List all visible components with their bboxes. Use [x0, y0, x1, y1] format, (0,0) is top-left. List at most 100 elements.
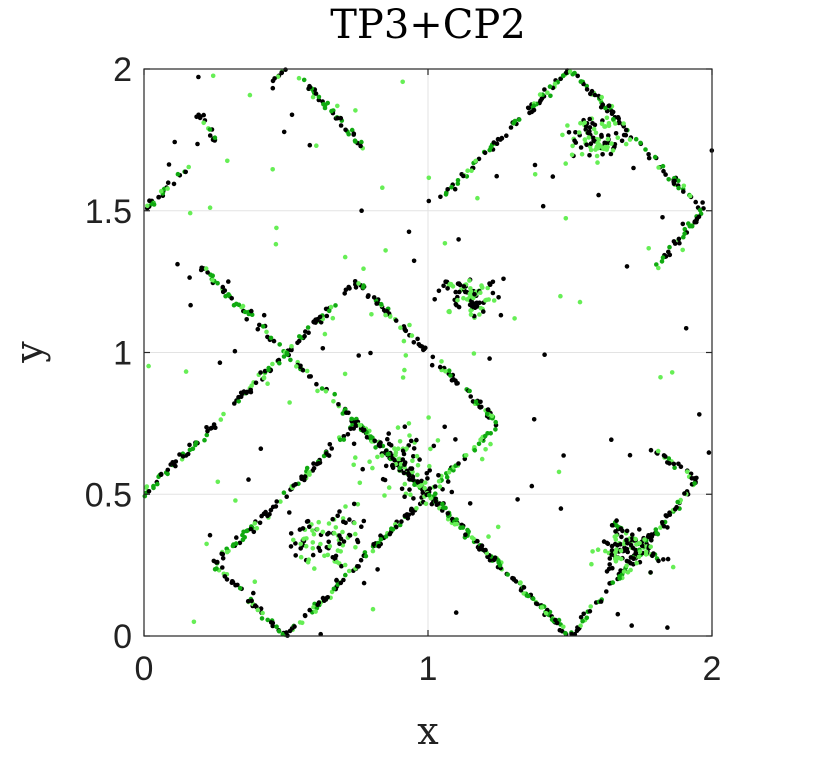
data-point	[625, 549, 630, 555]
data-point	[626, 559, 631, 564]
data-point	[445, 286, 450, 291]
data-point	[360, 466, 366, 472]
data-point	[426, 175, 432, 181]
data-point	[434, 502, 440, 508]
data-point	[291, 537, 296, 543]
data-point	[320, 529, 326, 535]
data-point	[467, 302, 473, 308]
data-point	[595, 547, 601, 552]
data-point	[680, 221, 686, 227]
data-point	[363, 553, 369, 559]
data-point	[260, 324, 266, 329]
data-point	[241, 529, 246, 535]
data-point	[646, 246, 651, 251]
data-point	[223, 293, 228, 299]
data-point	[655, 531, 661, 537]
data-point	[495, 136, 501, 142]
data-point	[455, 281, 461, 287]
data-point	[417, 457, 422, 462]
data-point	[326, 530, 332, 536]
data-point	[521, 585, 527, 590]
data-point	[613, 537, 619, 542]
data-point	[588, 141, 594, 146]
data-point	[145, 203, 150, 209]
data-point	[449, 489, 455, 495]
data-point	[324, 313, 330, 319]
data-point	[682, 226, 688, 232]
data-point	[592, 92, 598, 98]
data-point	[185, 451, 191, 457]
data-point	[193, 442, 198, 448]
data-point	[643, 552, 649, 557]
data-point	[445, 516, 451, 522]
data-point	[353, 455, 358, 460]
data-point	[614, 533, 619, 538]
data-point	[681, 234, 686, 240]
data-point	[387, 314, 393, 319]
data-point	[314, 143, 319, 148]
data-point	[579, 151, 585, 157]
data-points	[142, 67, 715, 638]
data-point	[361, 266, 366, 272]
data-point	[146, 363, 151, 369]
data-point	[304, 465, 310, 471]
data-point	[267, 512, 272, 517]
data-point	[151, 202, 157, 207]
data-point	[675, 499, 680, 505]
data-point	[560, 132, 565, 138]
data-point	[307, 84, 313, 90]
data-point	[515, 497, 520, 502]
data-point	[316, 519, 322, 525]
data-point	[484, 411, 490, 417]
data-point	[637, 540, 642, 546]
data-point	[375, 454, 380, 460]
data-point	[404, 446, 409, 451]
data-point	[478, 545, 483, 551]
data-point	[538, 98, 543, 104]
data-point	[339, 563, 344, 569]
data-point	[305, 325, 311, 330]
data-point	[667, 461, 672, 466]
data-point	[313, 609, 318, 614]
data-point	[306, 330, 311, 336]
data-point	[203, 266, 209, 271]
data-point	[323, 597, 329, 602]
data-point	[401, 338, 407, 344]
data-point	[540, 203, 546, 209]
data-point	[233, 541, 239, 546]
data-point	[407, 322, 412, 328]
data-point	[400, 457, 406, 462]
data-point	[529, 483, 535, 489]
data-point	[268, 620, 274, 625]
data-point	[531, 417, 537, 422]
data-point	[467, 388, 472, 394]
data-point	[187, 275, 192, 280]
data-point	[251, 529, 257, 535]
data-point	[676, 178, 681, 183]
y-tick-label-4: 2	[113, 51, 132, 89]
data-point	[457, 289, 462, 295]
data-point	[281, 354, 287, 359]
data-point	[463, 453, 469, 458]
data-point	[613, 121, 618, 126]
data-point	[446, 309, 452, 314]
data-point	[310, 528, 315, 533]
data-point	[656, 165, 661, 170]
data-point	[637, 527, 642, 532]
data-point	[605, 541, 611, 547]
data-point	[627, 137, 633, 142]
data-point	[648, 447, 654, 453]
data-point	[481, 309, 486, 314]
data-point	[198, 267, 204, 273]
data-point	[222, 574, 228, 579]
data-point	[542, 352, 547, 358]
data-point	[621, 569, 627, 574]
data-point	[289, 112, 295, 118]
data-point	[315, 388, 320, 394]
data-point	[445, 479, 451, 484]
data-point	[409, 333, 415, 338]
data-point	[616, 555, 621, 561]
data-point	[479, 456, 485, 462]
data-point	[589, 561, 594, 567]
data-point	[595, 140, 600, 146]
